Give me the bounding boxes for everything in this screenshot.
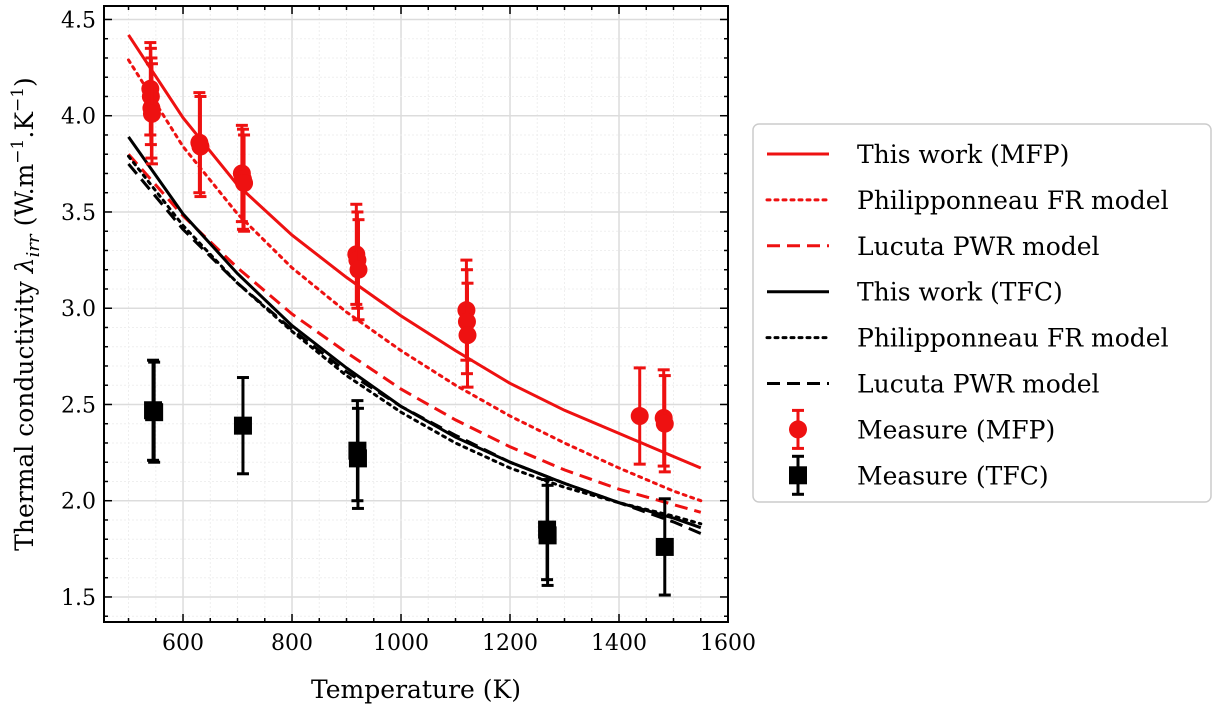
- measurement-points: [141, 41, 674, 597]
- series-line: [127, 34, 702, 470]
- y-axis-label-units: ): [10, 77, 39, 87]
- grid: [104, 6, 729, 622]
- legend-marker: [789, 466, 807, 485]
- data-point: [235, 174, 254, 193]
- data-point: [655, 414, 674, 433]
- data-point: [458, 326, 477, 345]
- series-line: [127, 153, 702, 514]
- plot-frame: [103, 5, 729, 623]
- y-tick-label: 3.0: [61, 297, 96, 322]
- legend-label: This work (MFP): [857, 140, 1069, 169]
- y-tick-label: 1.5: [61, 586, 96, 611]
- x-tick-label: 1000: [373, 631, 429, 656]
- legend-label: Lucuta PWR model: [857, 232, 1100, 261]
- series-line: [127, 136, 702, 530]
- x-tick-label: 1400: [591, 631, 647, 656]
- data-point: [655, 537, 674, 556]
- y-axis-label-symbol: λ: [10, 257, 39, 274]
- series-line: [127, 58, 703, 503]
- y-axis-label-subscript: irr: [23, 233, 44, 257]
- data-point: [630, 407, 649, 426]
- data-point: [142, 104, 161, 123]
- data-point: [349, 260, 368, 279]
- x-tick-label: 600: [162, 631, 204, 656]
- x-tick-label: 1600: [700, 631, 756, 656]
- legend-label: Measure (MFP): [857, 415, 1055, 444]
- y-tick-label: 4.5: [61, 8, 96, 33]
- y-axis-label-units: .K: [10, 111, 39, 139]
- y-axis-label: Thermal conductivity λirr (W.m−1.K−1): [8, 77, 44, 551]
- data-point: [538, 526, 557, 545]
- y-axis-label-prefix: Thermal conductivity: [10, 273, 39, 551]
- y-axis-label-exponent: −1: [8, 87, 28, 112]
- legend-label: Philipponneau FR model: [857, 324, 1169, 353]
- axis-ticks: 600 800 1000 1200 1400 1600 1.5 2.0 2.5 3.0 3.5 4.0…: [61, 6, 756, 656]
- legend-label: Philipponneau FR model: [857, 186, 1169, 215]
- legend-label: This work (TFC): [857, 278, 1063, 307]
- x-axis-label: Temperature (K): [311, 675, 521, 704]
- plot-series-area: [127, 34, 703, 597]
- data-point: [145, 403, 164, 422]
- y-tick-label: 2.5: [61, 393, 96, 418]
- y-axis-label-exponent: −1: [8, 139, 28, 164]
- data-point: [233, 416, 252, 435]
- y-tick-label: 4.0: [61, 105, 96, 130]
- x-tick-label: 1200: [482, 631, 538, 656]
- legend-label: Lucuta PWR model: [857, 370, 1100, 399]
- y-tick-label: 3.5: [61, 201, 96, 226]
- x-tick-label: 800: [271, 631, 313, 656]
- legend-marker: [789, 420, 807, 439]
- plot-area: 600 800 1000 1200 1400 1600 1.5 2.0 2.5 3.0 3.5 4.0…: [61, 5, 756, 656]
- data-point: [191, 137, 210, 156]
- legend-box: [752, 123, 1212, 503]
- series-line: [127, 162, 702, 535]
- y-axis-label-units: (W.m: [10, 163, 39, 234]
- y-tick-label: 2.0: [61, 490, 96, 515]
- legend: This work (MFP) Philipponneau FR model Luc…: [752, 123, 1212, 503]
- data-point: [348, 449, 367, 468]
- model-lines: [127, 34, 703, 535]
- legend-label: Measure (TFC): [857, 461, 1049, 490]
